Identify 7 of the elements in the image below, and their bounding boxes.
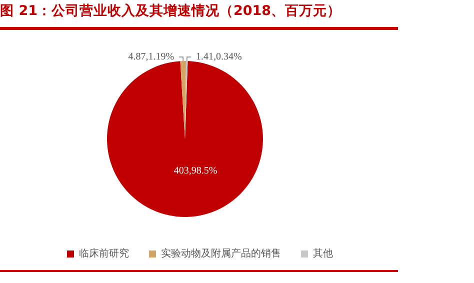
data-label: 403,98.5%: [174, 165, 218, 176]
data-label: 4.87,1.19%: [128, 52, 174, 63]
chart-title: 图 21：公司营业收入及其增速情况（2018、百万元）: [0, 2, 342, 20]
data-label: 1.41,0.34%: [196, 52, 242, 63]
legend-label: 其他: [313, 248, 333, 260]
legend-label: 临床前研究: [79, 248, 129, 260]
legend-label: 实验动物及附属产品的销售: [161, 248, 281, 260]
